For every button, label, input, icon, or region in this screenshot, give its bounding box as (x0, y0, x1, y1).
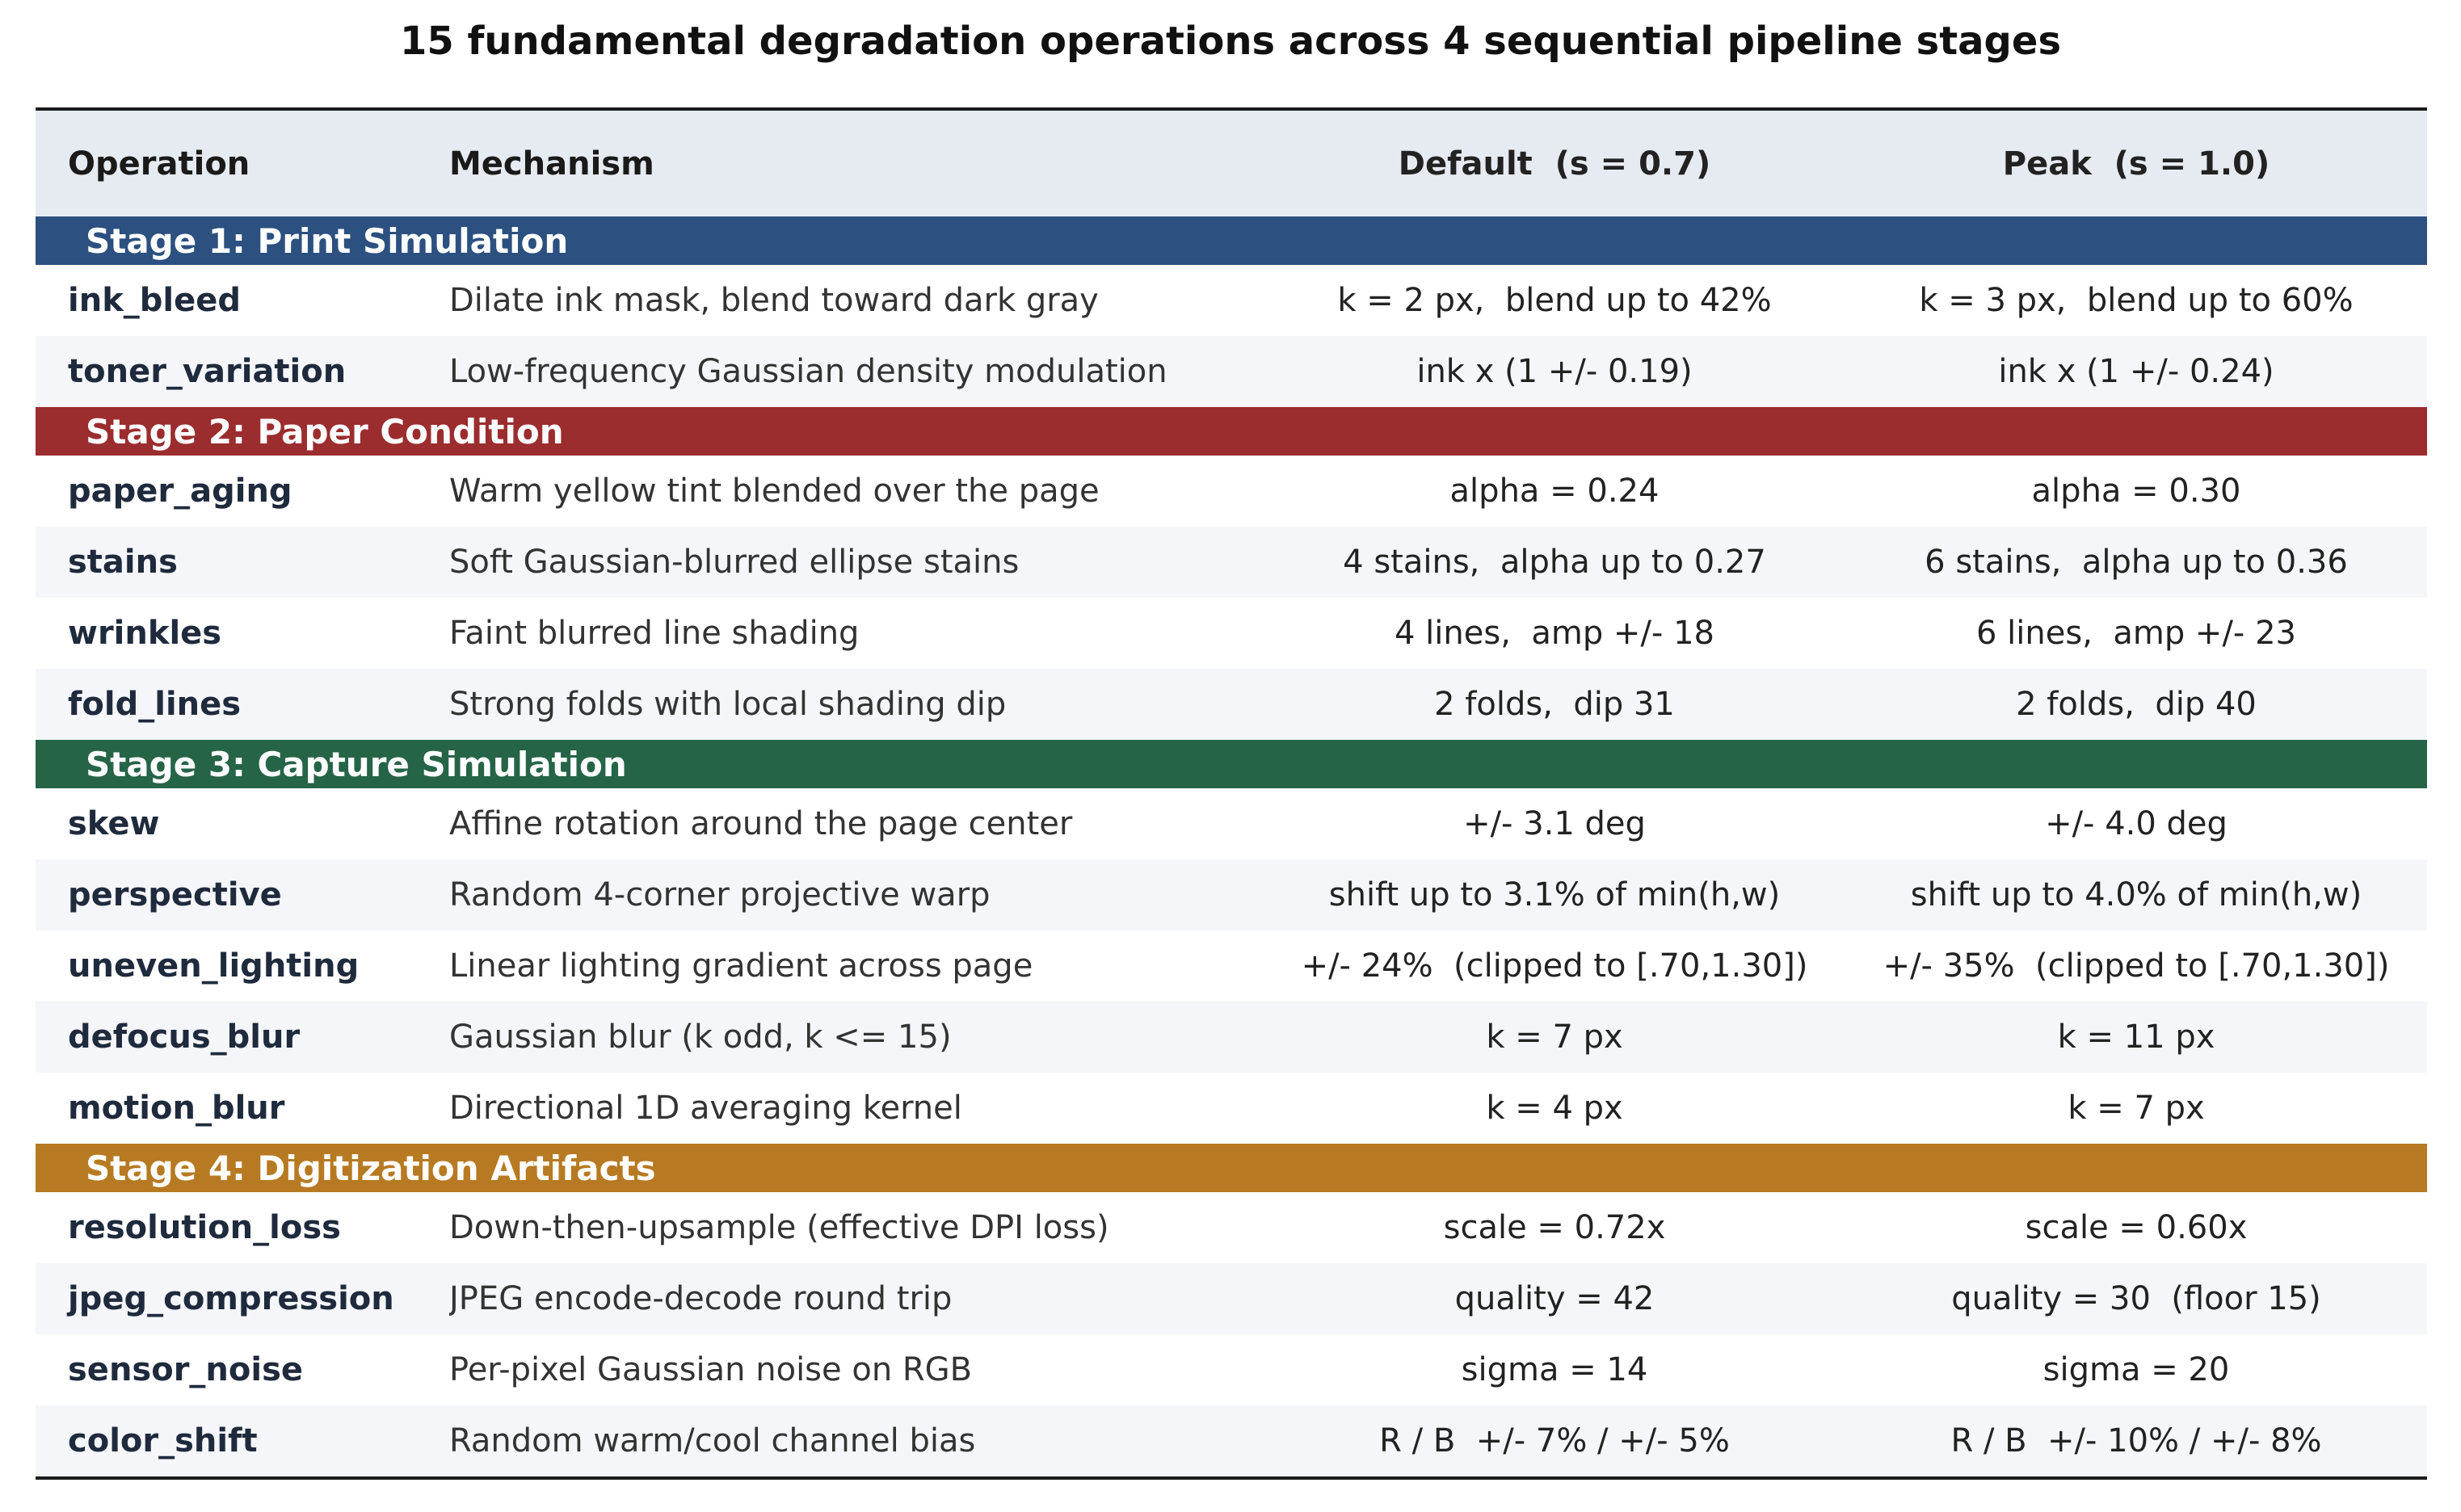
operation-cell: skew (68, 805, 160, 842)
operation-cell: motion_blur (68, 1090, 285, 1127)
stage-bar-2: Stage 2: Paper Condition (36, 407, 2427, 456)
operation-cell: stains (68, 544, 178, 581)
table-row: resolution_loss Down-then-upsample (effec… (36, 1192, 2427, 1263)
header-peak: Peak (s = 1.0) (2002, 145, 2270, 183)
peak-value-cell: R / B +/- 10% / +/- 8% (1950, 1422, 2322, 1460)
mechanism-cell: Linear lighting gradient across page (449, 947, 1033, 985)
operation-cell: defocus_blur (68, 1018, 301, 1056)
table-body: Stage 1: Print Simulation ink_bleed Dilate… (36, 216, 2427, 1476)
peak-value-cell: k = 7 px (2068, 1090, 2205, 1127)
default-value-cell: quality = 42 (1454, 1280, 1655, 1317)
table-row: wrinkles Faint blurred line shading 4 line… (36, 598, 2427, 669)
mechanism-cell: Random warm/cool channel bias (449, 1422, 976, 1460)
table-row: ink_bleed Dilate ink mask, blend toward d… (36, 265, 2427, 336)
table-row: sensor_noise Per-pixel Gaussian noise on … (36, 1334, 2427, 1405)
mechanism-cell: Gaussian blur (k odd, k <= 15) (449, 1018, 952, 1056)
header-mechanism: Mechanism (449, 145, 654, 183)
header-row: Operation Mechanism Default (s = 0.7) Pe… (36, 111, 2427, 216)
table-title: 15 fundamental degradation operations ac… (399, 19, 2062, 64)
table-row: paper_aging Warm yellow tint blended over… (36, 456, 2427, 527)
operation-cell: uneven_lighting (68, 947, 360, 985)
degradation-table: Operation Mechanism Default (s = 0.7) Pe… (36, 107, 2427, 1480)
table-row: uneven_lighting Linear lighting gradient … (36, 930, 2427, 1002)
default-value-cell: ink x (1 +/- 0.19) (1416, 353, 1693, 390)
default-value-cell: sigma = 14 (1461, 1351, 1648, 1388)
peak-value-cell: 6 stains, alpha up to 0.36 (1925, 544, 2348, 581)
default-value-cell: 2 folds, dip 31 (1434, 686, 1675, 723)
top-rule (36, 107, 2427, 111)
mechanism-cell: Strong folds with local shading dip (449, 686, 1007, 723)
table-row: skew Affine rotation around the page cent… (36, 788, 2427, 859)
operation-cell: jpeg_compression (68, 1280, 394, 1317)
peak-value-cell: k = 3 px, blend up to 60% (1919, 282, 2354, 319)
mechanism-cell: Warm yellow tint blended over the page (449, 472, 1100, 510)
operation-cell: wrinkles (68, 615, 222, 652)
peak-value-cell: 6 lines, amp +/- 23 (1976, 615, 2296, 652)
peak-value-cell: ink x (1 +/- 0.24) (1998, 353, 2274, 390)
default-value-cell: scale = 0.72x (1443, 1209, 1666, 1246)
operation-cell: sensor_noise (68, 1351, 304, 1388)
table-row: toner_variation Low-frequency Gaussian de… (36, 336, 2427, 407)
mechanism-cell: Per-pixel Gaussian noise on RGB (449, 1351, 973, 1388)
mechanism-cell: Faint blurred line shading (449, 615, 860, 652)
operation-cell: toner_variation (68, 353, 347, 390)
default-value-cell: +/- 24% (clipped to [.70,1.30]) (1301, 947, 1808, 985)
default-value-cell: +/- 3.1 deg (1463, 805, 1646, 842)
default-value-cell: 4 lines, amp +/- 18 (1395, 615, 1714, 652)
stage-bar-3: Stage 3: Capture Simulation (36, 740, 2427, 788)
default-value-cell: k = 4 px (1486, 1090, 1623, 1127)
peak-value-cell: quality = 30 (floor 15) (1951, 1280, 2321, 1317)
table-row: motion_blur Directional 1D averaging kern… (36, 1073, 2427, 1144)
peak-value-cell: +/- 35% (clipped to [.70,1.30]) (1883, 947, 2390, 985)
operation-cell: ink_bleed (68, 282, 242, 319)
default-value-cell: k = 7 px (1486, 1018, 1623, 1056)
operation-cell: paper_aging (68, 472, 292, 510)
default-value-cell: alpha = 0.24 (1449, 472, 1660, 510)
operation-cell: color_shift (68, 1422, 258, 1460)
operation-cell: perspective (68, 876, 282, 914)
stage-bar-1: Stage 1: Print Simulation (36, 216, 2427, 265)
mechanism-cell: Dilate ink mask, blend toward dark gray (449, 282, 1099, 319)
table-row: defocus_blur Gaussian blur (k odd, k <= 1… (36, 1002, 2427, 1073)
table-row: color_shift Random warm/cool channel bias… (36, 1405, 2427, 1476)
header-default: Default (s = 0.7) (1398, 145, 1711, 183)
default-value-cell: R / B +/- 7% / +/- 5% (1379, 1422, 1730, 1460)
header-operation: Operation (68, 145, 250, 183)
peak-value-cell: scale = 0.60x (2025, 1209, 2248, 1246)
mechanism-cell: Soft Gaussian-blurred ellipse stains (449, 544, 1020, 581)
table-row: stains Soft Gaussian-blurred ellipse stai… (36, 527, 2427, 598)
mechanism-cell: Down-then-upsample (effective DPI loss) (449, 1209, 1109, 1246)
mechanism-cell: Low-frequency Gaussian density modulatio… (449, 353, 1167, 390)
mechanism-cell: Random 4-corner projective warp (449, 876, 991, 914)
mechanism-cell: JPEG encode-decode round trip (449, 1280, 953, 1317)
peak-value-cell: 2 folds, dip 40 (2016, 686, 2257, 723)
default-value-cell: shift up to 3.1% of min(h,w) (1328, 876, 1781, 914)
table-row: fold_lines Strong folds with local shadin… (36, 669, 2427, 740)
stage-bar-4: Stage 4: Digitization Artifacts (36, 1144, 2427, 1192)
peak-value-cell: sigma = 20 (2042, 1351, 2230, 1388)
peak-value-cell: +/- 4.0 deg (2045, 805, 2228, 842)
peak-value-cell: alpha = 0.30 (2031, 472, 2241, 510)
default-value-cell: 4 stains, alpha up to 0.27 (1343, 544, 1766, 581)
default-value-cell: k = 2 px, blend up to 42% (1337, 282, 1772, 319)
table-row: jpeg_compression JPEG encode-decode round… (36, 1263, 2427, 1334)
bottom-rule (36, 1476, 2427, 1480)
peak-value-cell: k = 11 px (2057, 1018, 2215, 1056)
table-row: perspective Random 4-corner projective wa… (36, 859, 2427, 930)
mechanism-cell: Affine rotation around the page center (449, 805, 1073, 842)
operation-cell: resolution_loss (68, 1209, 341, 1246)
mechanism-cell: Directional 1D averaging kernel (449, 1090, 962, 1127)
peak-value-cell: shift up to 4.0% of min(h,w) (1910, 876, 2362, 914)
operation-cell: fold_lines (68, 686, 242, 723)
